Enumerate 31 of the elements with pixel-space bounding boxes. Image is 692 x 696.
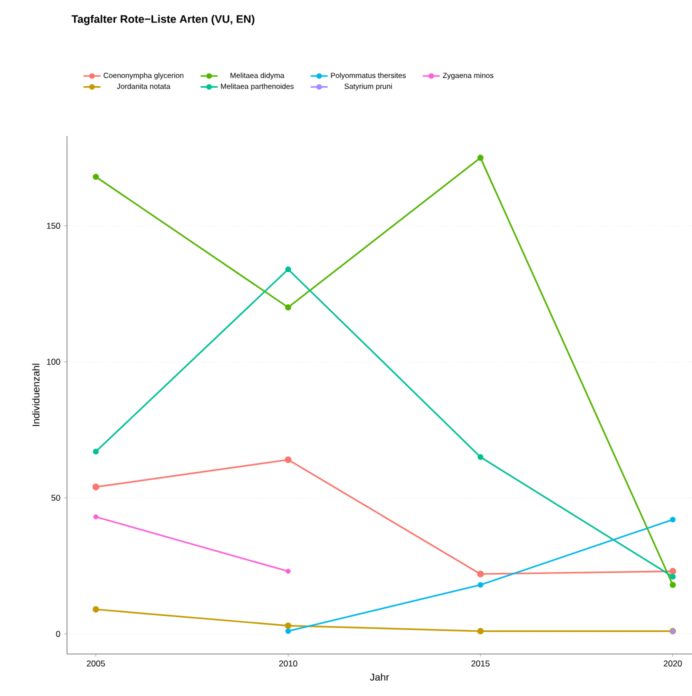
point	[284, 304, 292, 310]
chart-title: Tagfalter Rote−Liste Arten (VU, EN)	[72, 14, 254, 26]
point	[284, 622, 292, 629]
point	[285, 266, 292, 272]
point	[478, 582, 484, 588]
point	[286, 568, 291, 574]
point	[477, 628, 484, 634]
y-tick-label: 50	[51, 494, 60, 501]
y-tick-label: 100	[46, 358, 60, 365]
point	[669, 568, 676, 575]
point	[92, 606, 99, 613]
y-tick-label: 0	[56, 630, 60, 637]
x-tick-label: 2015	[471, 660, 490, 666]
x-axis-title: Jahr	[370, 673, 389, 681]
point	[670, 574, 676, 580]
y-axis-title: Individuenzahl	[32, 364, 40, 426]
x-tick-label: 2010	[279, 660, 298, 666]
point	[477, 154, 484, 161]
point	[284, 456, 292, 464]
point	[92, 448, 99, 455]
x-tick-label: 2020	[664, 660, 682, 666]
point	[670, 582, 676, 588]
point	[476, 570, 484, 578]
point	[670, 516, 676, 522]
point	[477, 454, 484, 460]
x-tick-label: 2005	[86, 660, 105, 666]
point	[93, 514, 98, 520]
y-tick-label: 150	[46, 222, 60, 229]
point	[92, 174, 99, 180]
point	[92, 484, 100, 490]
point	[285, 628, 291, 634]
